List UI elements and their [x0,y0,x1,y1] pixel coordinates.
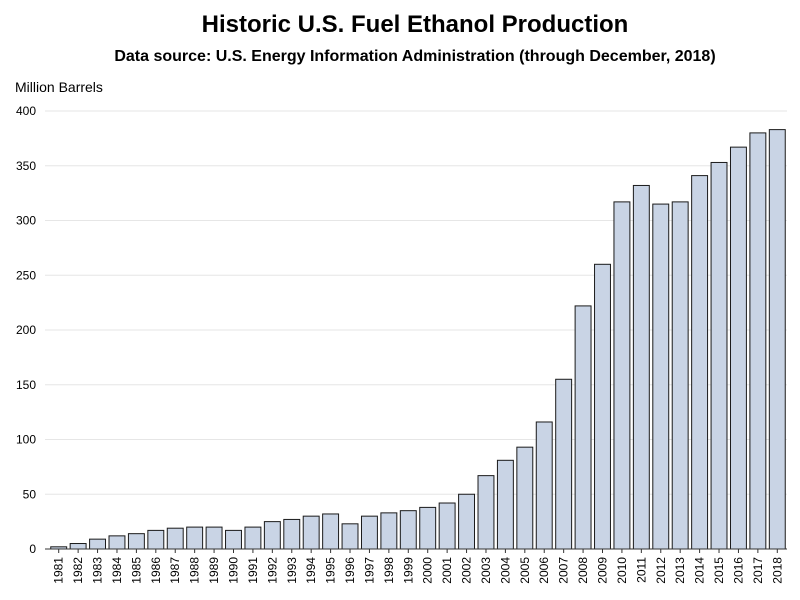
bar [691,175,709,550]
bar [555,378,573,550]
bar [283,518,301,550]
x-tick-label: 1996 [343,557,357,584]
bar [244,526,262,550]
x-tick-label: 2004 [498,557,512,584]
bar [69,543,87,550]
bar [671,201,689,550]
bar [127,533,145,550]
x-tick-label: 1997 [362,557,376,584]
x-tick-label: 2011 [634,557,648,583]
bar [302,515,320,550]
x-tick-label: 1985 [129,557,143,584]
bar [322,513,340,550]
x-tick-label: 1998 [382,557,396,584]
y-tick-label: 300 [16,214,36,228]
y-tick-label: 50 [23,487,37,501]
x-tick-label: 1992 [265,557,279,584]
chart-title: Historic U.S. Fuel Ethanol Production [201,11,629,38]
bar [710,161,728,550]
bar [399,510,417,550]
bar [166,527,184,550]
x-tick-label: 2016 [731,557,745,584]
x-tick-label: 2006 [537,557,551,584]
bar [89,538,107,550]
bar [360,515,378,550]
bar [458,493,476,550]
bar [186,526,204,550]
x-tick-label: 1982 [71,557,85,584]
bar [535,421,553,550]
x-tick-label: 2005 [518,557,532,584]
x-tick-label: 2010 [615,557,629,584]
x-tick-label: 2008 [576,557,590,584]
x-tick-label: 2001 [440,557,454,584]
y-tick-label: 0 [29,542,36,556]
x-tick-label: 1991 [246,557,260,584]
x-tick-label: 2009 [596,557,610,584]
x-tick-label: 2015 [712,557,726,584]
x-tick-label: 2018 [770,557,784,584]
x-tick-label: 2013 [673,557,687,584]
bar [496,459,514,550]
y-tick-label: 150 [16,378,36,392]
chart-subtitle: Data source: U.S. Energy Information Adm… [114,48,716,65]
bar [516,446,534,550]
bar [147,529,165,550]
bar [613,201,631,550]
x-tick-label: 2002 [460,557,474,584]
y-tick-label: 100 [16,433,36,447]
x-tick-label: 1994 [304,557,318,584]
x-tick-label: 1984 [110,557,124,584]
x-tick-label: 1995 [324,557,338,584]
x-tick-label: 1986 [149,557,163,584]
y-axis-label: Million Barrels [15,79,103,95]
bar [729,146,747,550]
x-tick-label: 1989 [207,557,221,584]
y-tick-label: 250 [16,268,36,282]
x-tick-label: 2000 [421,557,435,584]
x-tick-label: 2014 [693,557,707,584]
bar [419,506,437,550]
x-tick-label: 2007 [557,557,571,584]
x-tick-label: 1990 [227,557,241,584]
x-tick-label: 1988 [188,557,202,584]
bar [225,529,242,550]
y-tick-label: 350 [16,159,36,173]
bar [652,203,670,550]
bar [341,523,359,550]
x-tick-label: 1981 [52,557,66,584]
y-tick-label: 400 [16,104,36,118]
bar [108,535,126,550]
bar [632,184,650,550]
x-tick-label: 2003 [479,557,493,584]
x-tick-label: 2017 [751,557,765,584]
bar [768,129,786,550]
x-tick-label: 1983 [91,557,105,584]
y-tick-label: 200 [16,323,36,337]
bar [438,502,456,550]
bar [594,263,611,550]
x-tick-label: 2012 [654,557,668,584]
x-tick-label: 1987 [168,557,182,584]
x-tick-label: 1999 [401,557,415,584]
bar [263,521,281,550]
bar [477,475,495,550]
bar [380,512,398,550]
x-tick-label: 1993 [285,557,299,584]
bar [205,526,223,550]
bar [749,132,767,550]
bar [574,305,592,550]
